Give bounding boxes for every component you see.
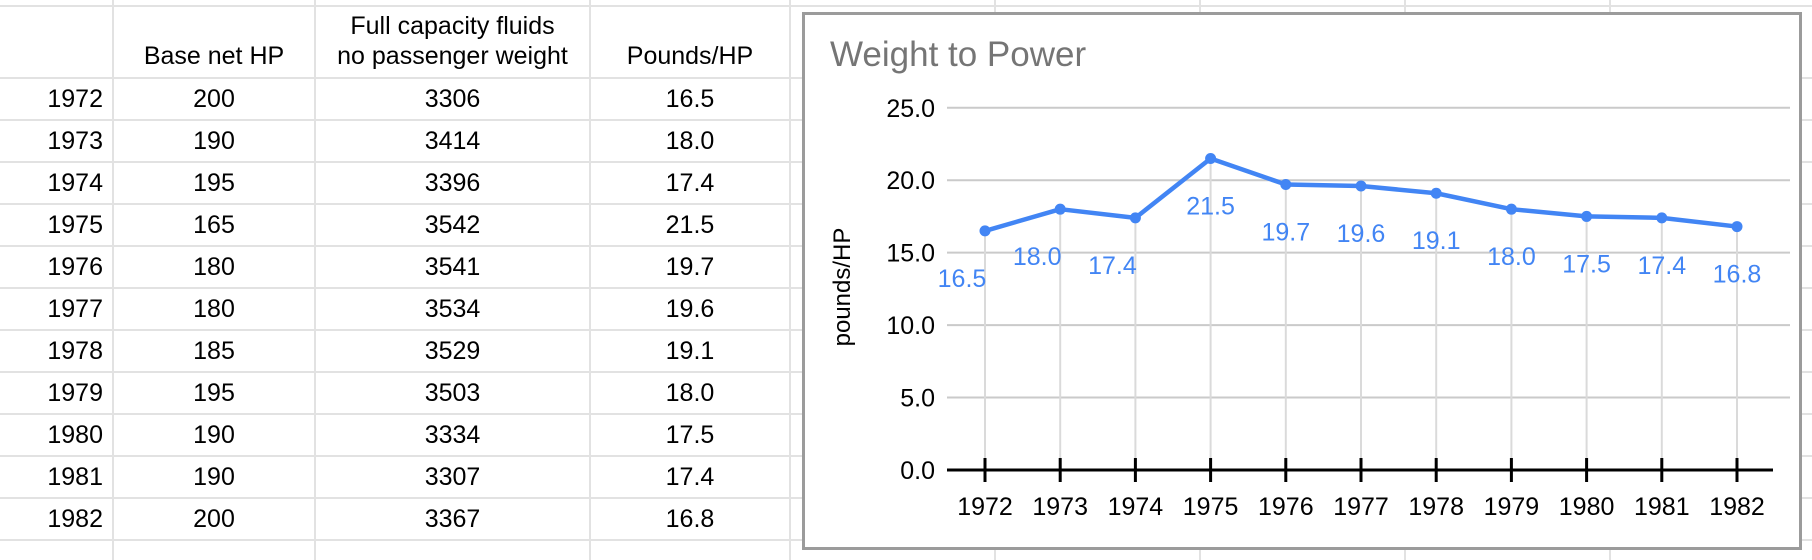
hp-cell[interactable]: 180 (193, 294, 235, 323)
grid-row-line (0, 5, 1812, 7)
pounds-per-hp-cell[interactable]: 18.0 (665, 378, 715, 407)
weight-cell[interactable]: 3542 (424, 210, 481, 239)
data-point-label: 17.4 (1088, 252, 1137, 280)
x-tick-label: 1972 (957, 493, 1013, 521)
year-cell[interactable]: 1982 (47, 504, 103, 533)
year-cell[interactable]: 1974 (47, 168, 103, 197)
data-point-marker (1581, 210, 1593, 222)
year-cell[interactable]: 1973 (47, 126, 103, 155)
line-plot: 0.0 5.0 10.0 15.0 20.0 25.0 1972 1973 1974 1975 19… (886, 95, 1790, 521)
grid-column-line (789, 0, 791, 560)
data-point-label: 19.1 (1412, 227, 1461, 255)
data-point-marker (1205, 152, 1217, 164)
x-tick-label: 1976 (1258, 493, 1314, 521)
data-point-label: 19.7 (1261, 219, 1310, 247)
hp-cell[interactable]: 195 (193, 378, 235, 407)
data-point-label: 16.5 (938, 265, 987, 293)
year-cell[interactable]: 1976 (47, 252, 103, 281)
year-cell[interactable]: 1980 (47, 420, 103, 449)
weight-cell[interactable]: 3541 (424, 252, 481, 281)
hp-cell[interactable]: 190 (193, 462, 235, 491)
pounds-per-hp-cell[interactable]: 18.0 (665, 126, 715, 155)
weight-cell[interactable]: 3414 (424, 126, 481, 155)
header-weight-line2: no passenger weight (337, 42, 568, 70)
x-tick-label: 1982 (1709, 493, 1765, 521)
pounds-per-hp-cell[interactable]: 19.1 (665, 336, 715, 365)
pounds-per-hp-cell[interactable]: 16.8 (665, 504, 715, 533)
chart-title: Weight to Power (830, 35, 1087, 74)
hp-cell[interactable]: 190 (193, 126, 235, 155)
hp-cell[interactable]: 195 (193, 168, 235, 197)
data-point-label: 17.4 (1637, 252, 1686, 280)
data-point-marker (1355, 180, 1367, 192)
x-tick-label: 1978 (1408, 493, 1464, 521)
grid-column-line (314, 0, 316, 560)
hp-cell[interactable]: 165 (193, 210, 235, 239)
data-point-label: 18.0 (1487, 243, 1536, 271)
hp-cell[interactable]: 200 (193, 84, 235, 113)
weight-cell[interactable]: 3334 (424, 420, 481, 449)
data-point-label: 16.8 (1713, 261, 1762, 289)
y-tick-label: 10.0 (886, 312, 935, 340)
data-point-marker (979, 225, 991, 237)
year-cell[interactable]: 1975 (47, 210, 103, 239)
year-cell[interactable]: 1972 (47, 84, 103, 113)
y-tick-label: 0.0 (900, 457, 935, 485)
data-point-marker (1054, 203, 1066, 215)
weight-cell[interactable]: 3307 (424, 462, 481, 491)
y-tick-label: 5.0 (900, 385, 935, 413)
data-point-label: 21.5 (1186, 192, 1235, 220)
header-cell-pounds[interactable]: Pounds/HP (626, 42, 754, 70)
hp-cell[interactable]: 185 (193, 336, 235, 365)
pounds-per-hp-cell[interactable]: 17.5 (665, 420, 715, 449)
weight-cell[interactable]: 3367 (424, 504, 481, 533)
pounds-per-hp-cell[interactable]: 19.7 (665, 252, 715, 281)
x-tick-label: 1975 (1183, 493, 1239, 521)
x-tick-label: 1981 (1634, 493, 1690, 521)
x-tick-label: 1973 (1032, 493, 1088, 521)
data-point-marker (1505, 203, 1517, 215)
hp-cell[interactable]: 190 (193, 420, 235, 449)
pounds-per-hp-cell[interactable]: 16.5 (665, 84, 715, 113)
year-cell[interactable]: 1978 (47, 336, 103, 365)
y-tick-label: 15.0 (886, 240, 935, 268)
hp-cell[interactable]: 200 (193, 504, 235, 533)
year-cell[interactable]: 1981 (47, 462, 103, 491)
data-point-label: 17.5 (1562, 250, 1611, 278)
x-tick-label: 1974 (1108, 493, 1164, 521)
y-tick-label: 25.0 (886, 95, 935, 123)
year-cell[interactable]: 1977 (47, 294, 103, 323)
data-point-marker (1129, 212, 1141, 224)
embedded-chart[interactable]: Weight to Power pounds/HP 0.0 5.0 10.0 15.0… (802, 12, 1802, 550)
weight-cell[interactable]: 3306 (424, 84, 481, 113)
pounds-per-hp-cell[interactable]: 17.4 (665, 462, 715, 491)
y-tick-label: 20.0 (886, 167, 935, 195)
grid-column-line (112, 0, 114, 560)
data-point-label: 19.6 (1337, 220, 1386, 248)
data-point-marker (1731, 221, 1743, 233)
x-tick-label: 1979 (1484, 493, 1540, 521)
hp-cell[interactable]: 180 (193, 252, 235, 281)
x-tick-label: 1980 (1559, 493, 1615, 521)
x-tick-label: 1977 (1333, 493, 1389, 521)
pounds-per-hp-cell[interactable]: 21.5 (665, 210, 715, 239)
grid-column-line (589, 0, 591, 560)
data-point-marker (1656, 212, 1668, 224)
pounds-per-hp-cell[interactable]: 19.6 (665, 294, 715, 323)
data-point-marker (1430, 187, 1442, 199)
header-cell-weight[interactable]: Full capacity fluids no passenger weight (315, 6, 590, 78)
weight-cell[interactable]: 3529 (424, 336, 481, 365)
weight-cell[interactable]: 3534 (424, 294, 481, 323)
header-weight-line1: Full capacity fluids (350, 12, 555, 40)
year-cell[interactable]: 1979 (47, 378, 103, 407)
data-point-marker (1280, 179, 1292, 191)
weight-cell[interactable]: 3396 (424, 168, 481, 197)
data-point-label: 18.0 (1013, 243, 1062, 271)
weight-cell[interactable]: 3503 (424, 378, 481, 407)
pounds-per-hp-cell[interactable]: 17.4 (665, 168, 715, 197)
header-cell-hp[interactable]: Base net HP (143, 42, 285, 70)
